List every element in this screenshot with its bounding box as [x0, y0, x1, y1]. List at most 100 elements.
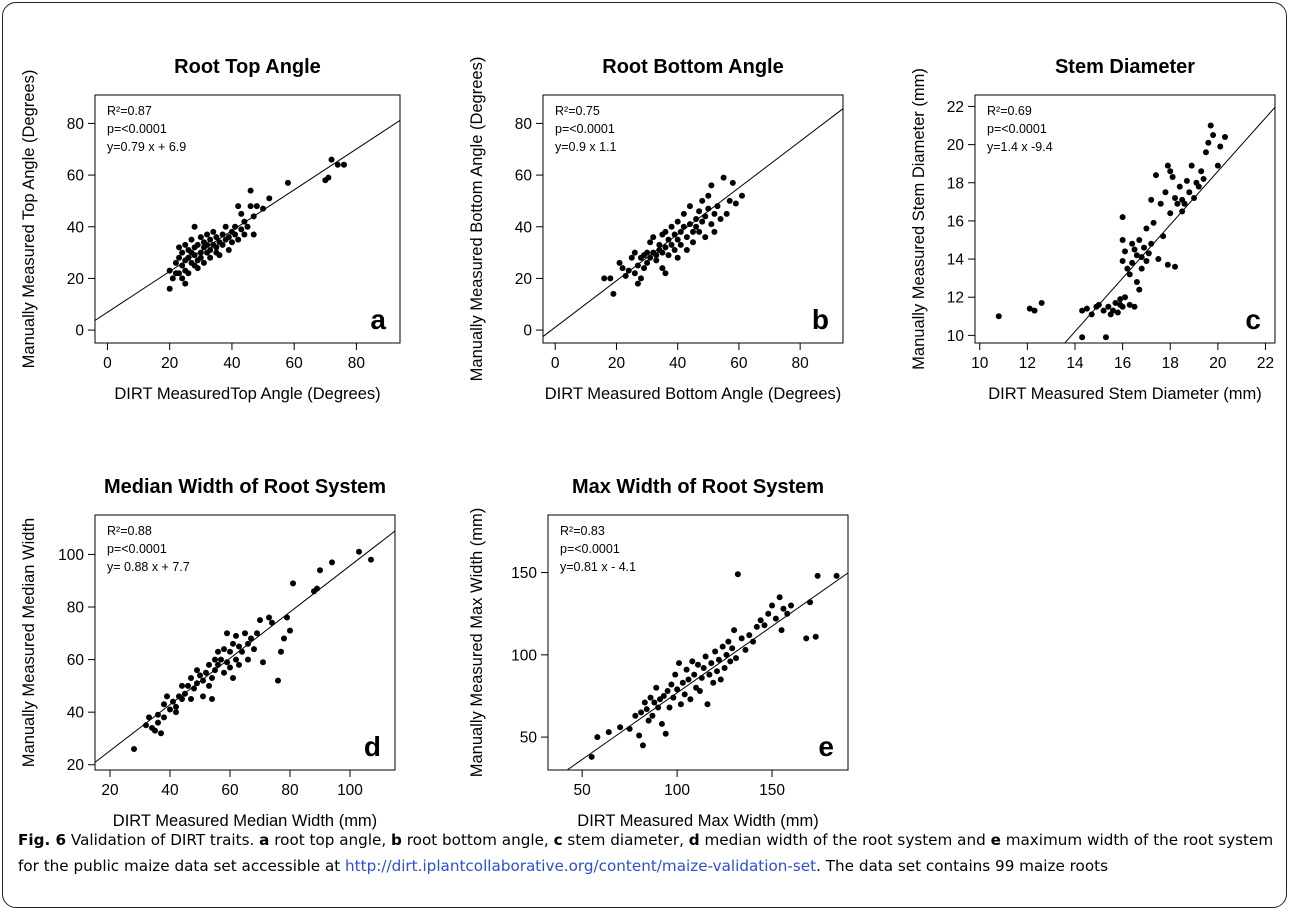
data-point — [662, 730, 669, 737]
y-axis-label: Manually Measured Stem Diameter (mm) — [910, 68, 928, 370]
data-point — [995, 313, 1002, 320]
data-point — [224, 630, 230, 637]
data-point — [803, 635, 810, 642]
data-point — [164, 693, 170, 700]
data-point — [671, 247, 678, 253]
data-point — [601, 275, 608, 282]
data-point — [227, 648, 233, 655]
data-point — [194, 241, 201, 248]
data-point — [260, 659, 266, 666]
data-point — [731, 627, 738, 634]
data-point — [632, 712, 639, 719]
data-point — [639, 742, 646, 749]
data-point — [651, 699, 658, 706]
data-point — [655, 704, 662, 711]
data-point — [251, 646, 257, 653]
data-point — [1174, 200, 1181, 207]
stat-line: y=0.79 x + 6.9 — [107, 140, 186, 154]
data-point — [666, 704, 673, 711]
data-point — [784, 610, 791, 617]
x-tick-label: 60 — [221, 782, 239, 799]
data-point — [143, 722, 149, 729]
data-point — [275, 677, 281, 684]
stat-line: p=<0.0001 — [987, 122, 1047, 136]
data-point — [708, 660, 715, 667]
data-point — [738, 635, 745, 642]
data-point — [235, 236, 242, 243]
data-point — [161, 714, 167, 721]
data-point — [647, 254, 654, 261]
data-point — [225, 247, 232, 253]
data-point — [719, 643, 726, 650]
y-tick-label: 60 — [515, 168, 533, 185]
panel-letter: c — [1245, 304, 1261, 335]
x-tick-label: 18 — [1162, 355, 1179, 372]
panel-letter: e — [818, 731, 834, 762]
data-point — [1138, 265, 1145, 272]
data-point — [1167, 210, 1174, 217]
data-point — [176, 244, 183, 251]
data-point — [712, 648, 719, 655]
x-tick-label: 22 — [1257, 355, 1274, 372]
data-point — [725, 638, 732, 645]
x-tick-label: 16 — [1114, 355, 1131, 372]
data-point — [753, 623, 760, 630]
plot-area-frame — [974, 94, 1276, 344]
plot-area-frame — [94, 94, 401, 344]
data-point — [637, 275, 644, 282]
data-point — [247, 187, 254, 194]
x-tick-label: 80 — [348, 355, 366, 372]
data-point — [155, 719, 161, 726]
data-point — [1152, 172, 1159, 179]
data-point — [1198, 168, 1205, 175]
y-tick-label: 40 — [67, 705, 85, 722]
data-point — [626, 725, 633, 732]
data-point — [1148, 196, 1155, 203]
panel-letter: b — [812, 304, 829, 335]
panel-d-median-width: Median Width of Root System 20 40 60 80 100 20… — [0, 460, 420, 830]
panel-c-stem-diameter: Stem Diameter 10 12 14 16 18 20 22 10 12 14 16 18 20 2… — [890, 40, 1290, 420]
data-point — [729, 645, 736, 652]
data-point — [290, 580, 296, 587]
x-tick-label: 20 — [161, 355, 179, 372]
data-point — [179, 249, 186, 256]
data-point — [656, 241, 663, 248]
data-point — [717, 676, 724, 683]
plot-area-frame — [542, 94, 844, 344]
data-point — [658, 720, 665, 727]
y-tick-label: 10 — [947, 328, 965, 345]
data-point — [194, 667, 200, 674]
data-point — [717, 216, 724, 222]
data-point — [182, 280, 189, 287]
plot-content — [995, 106, 1275, 343]
data-point — [368, 556, 374, 563]
data-point — [1114, 309, 1121, 316]
x-tick-label: 14 — [1066, 355, 1084, 372]
data-point — [191, 685, 197, 692]
data-point — [631, 270, 638, 277]
data-point — [610, 290, 617, 297]
data-point — [1122, 248, 1128, 255]
data-point — [200, 677, 206, 684]
data-point — [665, 236, 672, 243]
data-point — [687, 696, 694, 703]
data-point — [1164, 261, 1171, 268]
data-point — [814, 572, 821, 579]
data-point — [1105, 303, 1112, 310]
data-point — [696, 228, 703, 235]
data-point — [765, 610, 772, 617]
data-point — [1119, 257, 1126, 264]
data-point — [248, 635, 254, 642]
data-point — [230, 674, 236, 681]
data-point — [685, 676, 692, 683]
data-point — [647, 239, 654, 246]
data-point — [780, 605, 787, 612]
data-point — [1169, 174, 1176, 181]
data-point — [693, 216, 700, 222]
data-point — [152, 727, 158, 734]
data-point — [644, 249, 651, 256]
data-point — [1181, 200, 1188, 207]
data-point — [204, 231, 211, 238]
data-point — [206, 661, 212, 668]
caption-dataset-link[interactable]: http://dirt.iplantcollaborative.org/cont… — [345, 856, 817, 875]
